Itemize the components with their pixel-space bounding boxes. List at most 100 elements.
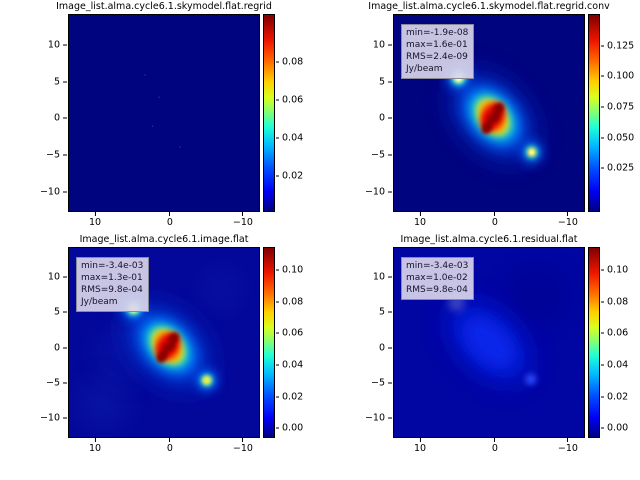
colorbar-tick: 0.02 bbox=[276, 391, 303, 402]
stats-line: Jy/beam bbox=[406, 64, 443, 75]
stats-box: min=-3.4e-03 max=1.0e-02 RMS=9.8e-04 bbox=[401, 257, 475, 301]
y-tick: 5 bbox=[379, 307, 392, 318]
stats-line: max=1.6e-01 bbox=[406, 40, 468, 51]
y-tick-mark bbox=[63, 417, 67, 419]
colorbar-tick-mark bbox=[601, 45, 604, 47]
stats-line: RMS=9.8e-04 bbox=[406, 285, 468, 296]
colorbar-tick-label: 0.04 bbox=[282, 359, 304, 371]
x-tick: −10 bbox=[233, 212, 253, 228]
colorbar-tick: 0.02 bbox=[601, 391, 628, 402]
panel-title: Image_list.alma.cycle6.1.image.flat bbox=[79, 234, 249, 245]
colorbar-tick-label: 0.025 bbox=[607, 162, 635, 174]
colorbar-tick: 0.04 bbox=[276, 360, 303, 371]
stats-line: Jy/beam bbox=[81, 297, 118, 308]
colorbar-tick-mark bbox=[601, 106, 604, 108]
y-tick-mark bbox=[388, 347, 392, 349]
colorbar-tick-label: 0.08 bbox=[607, 296, 629, 308]
y-tick-mark bbox=[388, 417, 392, 419]
y-tick-mark bbox=[63, 276, 67, 278]
colorbar-tick-label: 0.06 bbox=[282, 94, 304, 106]
y-tick-label: −10 bbox=[39, 412, 60, 424]
colorbar-tick: 0.04 bbox=[276, 133, 303, 144]
y-tick-label: 0 bbox=[53, 112, 60, 124]
x-tick-label: 10 bbox=[414, 217, 427, 228]
y-tick-label: 0 bbox=[378, 112, 385, 124]
y-tick-label: −5 bbox=[370, 149, 385, 161]
stats-line: min=-3.4e-03 bbox=[81, 261, 144, 271]
y-tick-mark bbox=[388, 44, 392, 46]
plot-area: min=-1.9e-08 max=1.6e-01 RMS=2.4e-09 Jy/bea… bbox=[393, 14, 585, 212]
x-tick-mark bbox=[242, 212, 244, 216]
x-tick-label: 10 bbox=[89, 443, 102, 454]
colorbar bbox=[588, 247, 600, 438]
stats-line: max=1.3e-01 bbox=[81, 273, 143, 284]
y-tick-mark bbox=[388, 311, 392, 313]
y-tick-mark bbox=[63, 44, 67, 46]
colorbar-tick-label: 0.050 bbox=[607, 132, 635, 144]
colorbar-tick-mark bbox=[601, 75, 604, 77]
panel-title: Image_list.alma.cycle6.1.skymodel.flat.r… bbox=[56, 1, 272, 12]
colorbar-tick-mark bbox=[276, 396, 279, 398]
y-tick-label: −5 bbox=[45, 377, 60, 389]
y-tick-label: 10 bbox=[47, 271, 60, 283]
colorbar-tick-mark bbox=[601, 427, 604, 429]
y-tick-label: 5 bbox=[53, 76, 60, 88]
colorbar-tick-label: 0.02 bbox=[282, 170, 304, 182]
colorbar-tick-label: 0.06 bbox=[282, 327, 304, 339]
colorbar-tick: 0.025 bbox=[601, 163, 634, 174]
colorbar-tick: 0.06 bbox=[601, 328, 628, 339]
x-tick: 10 bbox=[414, 438, 426, 454]
colorbar-tick-label: 0.02 bbox=[607, 391, 629, 403]
stats-line: RMS=2.4e-09 bbox=[406, 52, 468, 63]
colorbar-tick: 0.125 bbox=[601, 40, 634, 51]
x-tick-label: −10 bbox=[232, 443, 253, 454]
heatmap-image bbox=[69, 15, 259, 211]
panel-image-flat: Image_list.alma.cycle6.1.image.flat bbox=[40, 234, 303, 454]
colorbar-tick-mark bbox=[276, 332, 279, 334]
panel-title: Image_list.alma.cycle6.1.skymodel.flat.r… bbox=[368, 1, 610, 12]
x-tick-label: 0 bbox=[491, 217, 498, 228]
colorbar-tick: 0.00 bbox=[601, 423, 628, 434]
x-tick-mark bbox=[94, 212, 96, 216]
x-tick-mark bbox=[567, 212, 569, 216]
x-tick: 10 bbox=[89, 212, 101, 228]
colorbar-tick: 0.075 bbox=[601, 102, 634, 113]
y-tick: −10 bbox=[365, 186, 392, 197]
colorbar bbox=[263, 14, 275, 212]
colorbar-tick: 0.02 bbox=[276, 171, 303, 182]
x-tick: 0 bbox=[492, 438, 498, 454]
colorbar-tick-mark bbox=[276, 427, 279, 429]
y-tick-label: 10 bbox=[47, 39, 60, 51]
colorbar-tick-label: 0.06 bbox=[607, 327, 629, 339]
y-tick-label: −5 bbox=[45, 149, 60, 161]
y-tick-mark bbox=[63, 81, 67, 83]
y-tick: 10 bbox=[373, 40, 392, 51]
y-tick-label: 10 bbox=[372, 39, 385, 51]
y-tick-mark bbox=[388, 117, 392, 119]
y-tick: −10 bbox=[365, 413, 392, 424]
x-tick-label: 0 bbox=[491, 443, 498, 454]
y-tick-mark bbox=[63, 191, 67, 193]
x-tick: 10 bbox=[414, 212, 426, 228]
colorbar-tick-mark bbox=[601, 332, 604, 334]
x-tick-label: −10 bbox=[232, 217, 253, 228]
colorbar-tick-mark bbox=[276, 61, 279, 63]
panel-residual-flat: Image_list.alma.cycle6.1.residual.flat m… bbox=[365, 234, 628, 454]
heatmap-image bbox=[394, 15, 584, 211]
x-tick: 0 bbox=[167, 438, 173, 454]
y-tick: −5 bbox=[46, 377, 67, 388]
colorbar-tick-label: 0.08 bbox=[282, 56, 304, 68]
colorbar-tick-mark bbox=[601, 137, 604, 139]
y-tick-label: 5 bbox=[378, 76, 385, 88]
colorbar-tick-mark bbox=[601, 167, 604, 169]
colorbar-tick: 0.08 bbox=[276, 56, 303, 67]
y-tick-label: 5 bbox=[53, 306, 60, 318]
x-tick: 0 bbox=[167, 212, 173, 228]
y-tick-mark bbox=[63, 347, 67, 349]
colorbar-tick: 0.10 bbox=[276, 264, 303, 275]
colorbar-tick-mark bbox=[601, 396, 604, 398]
y-tick: 0 bbox=[54, 342, 67, 353]
colorbar-tick-mark bbox=[276, 269, 279, 271]
y-tick: −10 bbox=[40, 186, 67, 197]
